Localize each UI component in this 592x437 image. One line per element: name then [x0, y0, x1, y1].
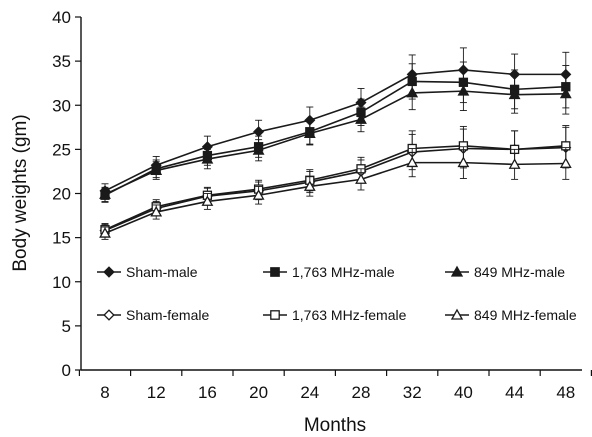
- data-point: [99, 227, 111, 238]
- y-tick-label: 0: [62, 361, 71, 380]
- x-tick-label: 40: [454, 383, 473, 402]
- data-point: [559, 157, 572, 168]
- legend-swatch-marker: [450, 308, 464, 320]
- x-tick-label: 44: [505, 383, 524, 402]
- data-point: [355, 173, 367, 184]
- legend: Sham-male 1,763 MHz-male 849 MHz-male Sham-…: [97, 264, 577, 323]
- series-4: [99, 126, 572, 238]
- legend-swatch-marker: [270, 310, 280, 320]
- series-line: [104, 161, 566, 234]
- data-point: [457, 156, 470, 168]
- series-2: [100, 61, 571, 203]
- y-axis-title: Body weights (gm): [10, 114, 31, 271]
- series-1: [99, 47, 572, 199]
- x-tick-label: 8: [100, 383, 109, 402]
- data-point: [150, 164, 163, 176]
- x-axis-ticks: 8 12 16 20 24 28 32 40 44 48: [78, 370, 592, 402]
- series-line: [104, 145, 566, 231]
- y-tick-label: 20: [52, 185, 71, 204]
- x-tick-label: 24: [300, 383, 319, 402]
- legend-swatch-marker: [103, 309, 115, 321]
- legend-label: 849 MHz-male: [474, 264, 565, 280]
- legend-label: 1,763 MHz-male: [292, 264, 395, 280]
- y-tick-label: 10: [52, 273, 71, 292]
- x-tick-label: 16: [198, 383, 217, 402]
- y-tick-label: 35: [52, 52, 71, 71]
- data-point: [508, 158, 521, 169]
- x-tick-label: 32: [403, 383, 422, 402]
- series-line: [104, 80, 566, 196]
- y-tick-label: 25: [52, 140, 71, 159]
- series-line: [104, 90, 566, 196]
- y-axis-ticks: 0 5 10 15 20 25 30 35 40: [52, 8, 81, 380]
- data-point: [253, 126, 265, 138]
- legend-swatch-marker: [450, 265, 464, 277]
- data-point: [559, 87, 572, 99]
- data-point: [355, 113, 367, 124]
- data-point: [150, 205, 163, 217]
- x-tick-label: 12: [147, 383, 166, 402]
- y-tick-label: 15: [52, 229, 71, 248]
- legend-swatch-marker: [103, 266, 115, 278]
- series-6: [99, 146, 572, 240]
- legend-label: 1,763 MHz-female: [292, 307, 407, 323]
- data-point: [201, 152, 214, 164]
- x-tick-label: 48: [556, 383, 575, 402]
- data-point: [252, 144, 265, 155]
- data-point: [303, 127, 316, 138]
- y-tick-label: 5: [62, 317, 71, 336]
- data-point: [201, 195, 214, 206]
- legend-label: 849 MHz-female: [474, 307, 577, 323]
- series-3: [99, 71, 572, 202]
- data-point: [99, 188, 111, 199]
- data-point: [457, 84, 470, 96]
- legend-item: 849 MHz-female: [445, 307, 577, 323]
- data-point: [406, 156, 419, 168]
- data-point: [303, 180, 316, 191]
- legend-item: 1,763 MHz-female: [263, 307, 407, 323]
- legend-item: 1,763 MHz-male: [263, 264, 395, 280]
- legend-item: Sham-male: [97, 264, 198, 280]
- data-point: [406, 86, 419, 98]
- data-point: [252, 189, 265, 200]
- y-tick-label: 40: [52, 8, 71, 27]
- legend-item: Sham-female: [97, 307, 209, 323]
- legend-swatch-marker: [270, 267, 280, 277]
- data-point: [508, 88, 521, 100]
- series-line: [104, 69, 566, 192]
- x-axis-title: Months: [304, 415, 366, 436]
- legend-item: 849 MHz-male: [445, 264, 565, 280]
- legend-label: Sham-male: [126, 264, 198, 280]
- legend-label: Sham-female: [126, 307, 209, 323]
- series-line: [104, 146, 566, 232]
- series-layer: [99, 47, 572, 240]
- x-tick-label: 20: [249, 383, 268, 402]
- y-tick-label: 30: [52, 96, 71, 115]
- x-tick-label: 28: [352, 383, 371, 402]
- series-5: [100, 125, 571, 237]
